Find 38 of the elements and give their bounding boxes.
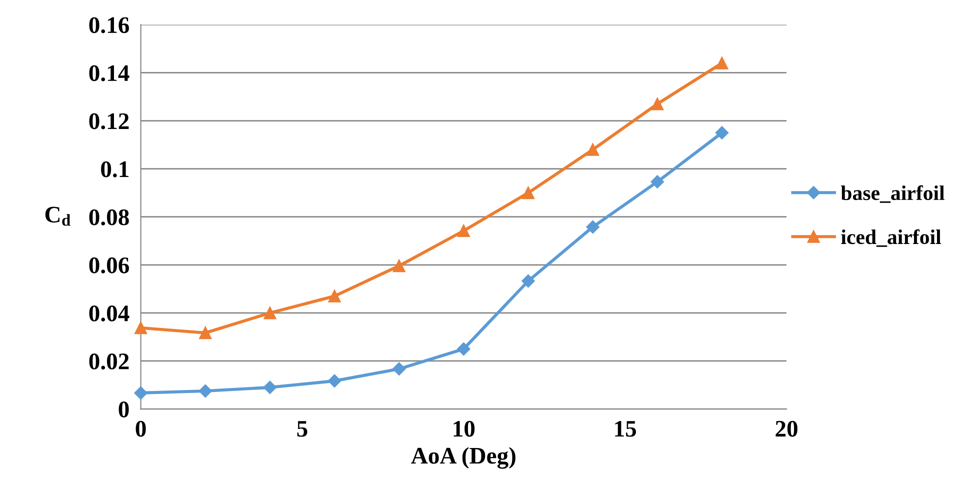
- x-tick-label: 0: [136, 420, 146, 437]
- point: [651, 98, 664, 110]
- point: [716, 56, 728, 70]
- y-tick-label: 0.14: [89, 65, 130, 82]
- y-axis-title: C$_{d}$: [45, 206, 70, 226]
- point: [198, 384, 212, 398]
- point: [392, 260, 406, 272]
- legend-label: iced_airfoil: [841, 229, 941, 247]
- x-tick-label: 10: [454, 420, 475, 437]
- x-tick-label: 20: [776, 420, 798, 437]
- y-tick-label: 0.1: [101, 161, 128, 178]
- point: [134, 386, 148, 400]
- x-tick-label: 5: [297, 421, 308, 437]
- y-tick-label: 0.08: [89, 209, 129, 226]
- point: [328, 290, 341, 302]
- x-tick-label: 15: [615, 420, 636, 437]
- point: [522, 274, 535, 288]
- point: [650, 175, 664, 188]
- y-tick-label: 0.04: [89, 305, 130, 322]
- point: [586, 220, 600, 234]
- point: [522, 186, 534, 200]
- point: [457, 224, 470, 238]
- point: [134, 322, 148, 334]
- point: [586, 143, 600, 156]
- point: [263, 380, 277, 394]
- point: [328, 374, 342, 388]
- legend-label: base_airfoil: [840, 185, 944, 203]
- point: [264, 306, 276, 320]
- y-tick-label: 0.16: [89, 17, 129, 34]
- y-tick-label: 0.12: [89, 113, 129, 130]
- x-axis-title: AoA (Deg): [411, 447, 516, 469]
- point: [457, 342, 470, 356]
- y-tick-label: 0.02: [89, 353, 129, 370]
- point: [392, 362, 406, 376]
- point: [715, 126, 729, 140]
- y-tick-label: 0: [118, 402, 129, 418]
- point: [199, 326, 212, 340]
- y-tick-label: 0.06: [89, 257, 129, 274]
